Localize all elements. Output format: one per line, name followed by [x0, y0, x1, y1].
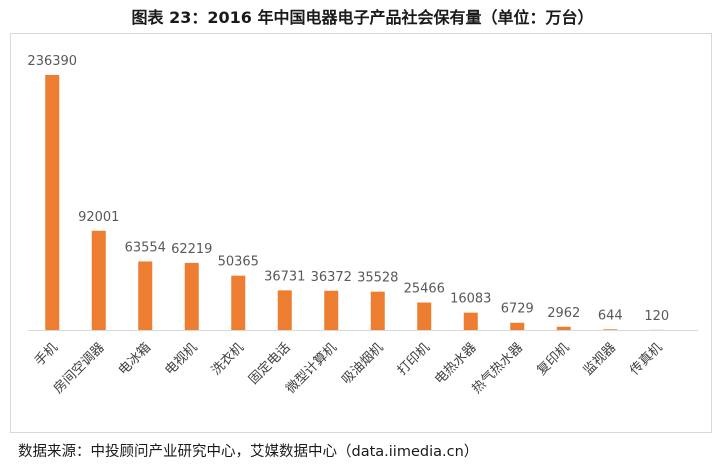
data-label: 2962 — [547, 306, 580, 321]
data-label: 120 — [644, 309, 669, 324]
data-label: 644 — [598, 308, 623, 323]
data-label: 6729 — [501, 302, 534, 317]
chart-frame — [10, 33, 712, 433]
data-label: 16083 — [450, 292, 491, 307]
bar — [463, 312, 478, 330]
bar — [277, 290, 292, 330]
x-tick-label: 手机 — [32, 340, 61, 369]
data-label: 62219 — [171, 242, 212, 257]
bar — [45, 75, 60, 330]
data-label: 236390 — [27, 54, 77, 69]
data-label: 36372 — [311, 270, 352, 285]
data-label: 63554 — [125, 240, 166, 255]
x-tick-label: 电冰箱 — [115, 340, 154, 379]
bar — [184, 262, 199, 330]
x-tick-label: 打印机 — [395, 340, 433, 378]
data-label: 92001 — [78, 210, 119, 225]
x-tick-label: 复印机 — [534, 340, 572, 378]
x-tick-label: 洗衣机 — [208, 340, 247, 379]
x-tick-label: 固定电话 — [246, 340, 293, 387]
bar — [603, 329, 618, 330]
x-tick-label: 电热水器 — [432, 340, 479, 387]
x-tick-label: 微型计算机 — [283, 340, 340, 397]
data-label: 36731 — [264, 269, 305, 284]
chart-title: 图表 23：2016 年中国电器电子产品社会保有量（单位：万台） — [131, 8, 594, 27]
bar — [370, 291, 385, 330]
bar — [231, 275, 246, 330]
x-tick-label: 吸油烟机 — [339, 340, 386, 387]
bar — [324, 290, 339, 330]
data-label: 50365 — [218, 255, 259, 270]
data-label: 35528 — [357, 271, 398, 286]
bar — [510, 322, 525, 330]
bar — [556, 326, 571, 330]
x-tick-label: 房间空调器 — [50, 340, 107, 397]
bar — [91, 230, 106, 330]
source-note: 数据来源：中投顾问产业研究中心，艾媒数据中心（data.iimedia.cn） — [18, 444, 479, 460]
bar — [138, 261, 153, 330]
x-tick-label: 传真机 — [627, 340, 665, 378]
x-tick-label: 电视机 — [162, 340, 200, 378]
x-tick-label: 热气热水器 — [469, 340, 526, 397]
x-tick-label: 监视器 — [581, 340, 619, 378]
bar — [417, 302, 432, 330]
data-label: 25466 — [404, 282, 445, 297]
